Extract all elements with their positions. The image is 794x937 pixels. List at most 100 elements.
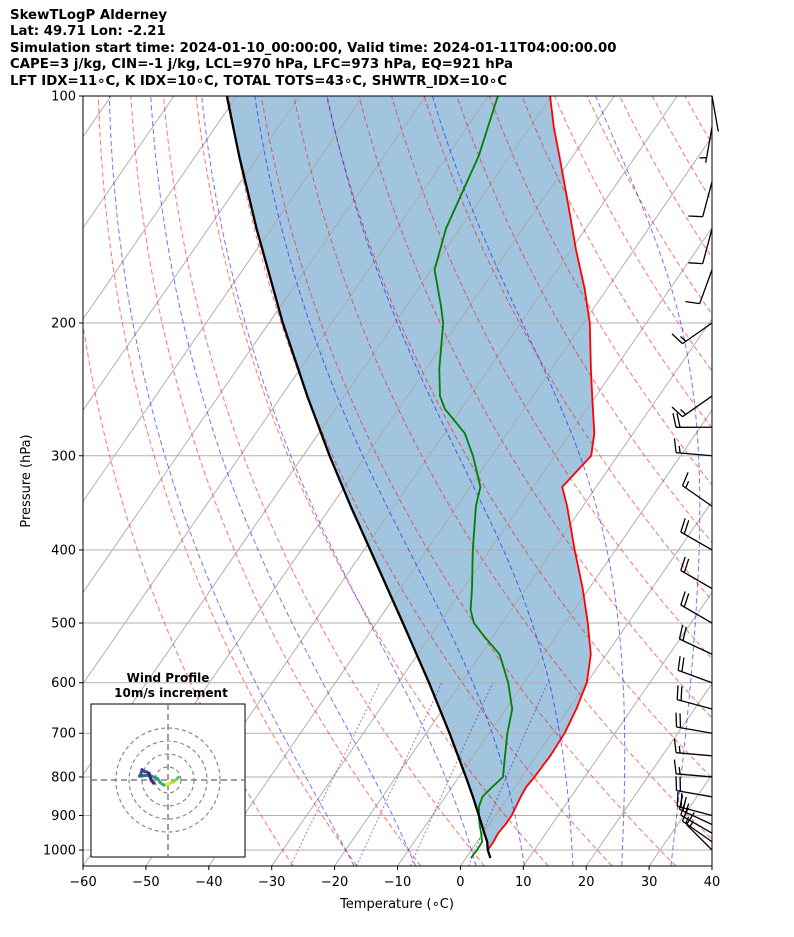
wind-barb xyxy=(676,685,713,710)
wind-barb xyxy=(680,518,713,551)
axes: −60 −50 −40 −30 −20 −10 0 10 20 30 40 1000 900 800 700… xyxy=(43,90,720,891)
wind-barb-shaft xyxy=(679,808,713,826)
wind-barb-flag xyxy=(680,686,683,701)
wind-barb-flag xyxy=(671,406,683,418)
dry-adiabat xyxy=(195,96,549,866)
wind-barb xyxy=(685,269,713,305)
dry-adiabat xyxy=(554,96,712,372)
wind-barb-half-flag xyxy=(678,445,681,454)
wind-barb xyxy=(672,413,713,428)
wind-barb-flag xyxy=(675,712,678,728)
isotherm-line xyxy=(83,96,426,594)
chart-title: SkewTLogP Alderney xyxy=(10,8,168,23)
wind-barb-shaft xyxy=(676,451,713,457)
isotherm-line xyxy=(585,682,712,866)
wind-barb-flag xyxy=(677,656,681,671)
isotherm-line xyxy=(460,500,712,866)
wind-barb-flag xyxy=(685,812,695,825)
hodograph-plot xyxy=(91,704,245,857)
isotherm-line xyxy=(83,96,489,685)
wind-barb-shaft xyxy=(702,181,713,217)
wind-barb-shaft xyxy=(680,569,713,590)
wind-barb-half-flag xyxy=(685,816,690,824)
dry-adiabat xyxy=(228,96,613,866)
wind-barb-shaft xyxy=(682,485,713,507)
chart-params-cape: CAPE=3 j/kg, CIN=-1 j/kg, LCL=970 hPa, L… xyxy=(10,57,514,73)
wind-barb-flag xyxy=(685,300,700,305)
x-axis-label: Temperature (∘C) xyxy=(339,897,454,912)
wind-barb-flag xyxy=(671,333,683,345)
mixing-ratio-line xyxy=(355,682,443,866)
wind-barb xyxy=(676,791,713,817)
wind-barb-flag xyxy=(675,776,678,791)
moist-adiabat xyxy=(595,96,701,866)
wind-barb xyxy=(688,181,713,218)
moist-adiabat xyxy=(254,96,525,866)
wind-barb-flag xyxy=(676,413,681,428)
wind-barb xyxy=(671,322,713,345)
y-tick-label: 300 xyxy=(51,449,76,464)
wind-barb-shaft xyxy=(677,669,713,684)
hodograph-segment xyxy=(149,778,156,785)
isotherm-line xyxy=(648,774,712,866)
wind-barb-flag xyxy=(678,624,684,640)
wind-barb-half-flag xyxy=(680,409,687,415)
dry-adiabat xyxy=(130,96,422,866)
wind-barb-flag xyxy=(683,803,690,818)
wind-barb-shaft xyxy=(676,726,713,734)
y-tick-label: 500 xyxy=(51,617,76,632)
wind-barb-flag xyxy=(681,657,685,672)
wind-barb-shaft xyxy=(682,322,713,345)
wind-barb-flag xyxy=(688,215,703,218)
wind-barb-shaft xyxy=(705,127,713,163)
wind-barb-shaft xyxy=(680,814,713,834)
wind-barb-shaft xyxy=(677,805,713,817)
wind-barb xyxy=(680,591,713,624)
wind-barb xyxy=(678,624,713,655)
wind-barb-half-flag xyxy=(678,745,681,754)
wind-barb-flag xyxy=(680,792,683,808)
dry-adiabat xyxy=(456,96,712,544)
wind-barb-flag xyxy=(683,558,690,573)
wind-barb-shaft xyxy=(682,820,713,843)
x-tick-label: −30 xyxy=(258,875,285,890)
x-tick-label: 40 xyxy=(704,875,721,890)
x-tick-label: 0 xyxy=(456,875,464,890)
isotherm-line xyxy=(334,318,712,866)
wind-barb-flag xyxy=(688,262,703,265)
wind-barbs xyxy=(671,95,719,851)
wind-barb-flag xyxy=(680,556,686,571)
parcel-profile xyxy=(225,96,492,859)
dry-adiabat xyxy=(651,96,712,202)
y-tick-label: 1000 xyxy=(43,844,76,859)
isotherm-line xyxy=(83,96,364,503)
chart-header: SkewTLogP Alderney Lat: 49.71 Lon: -2.21… xyxy=(10,8,617,90)
chart-params-indices: LFT IDX=11∘C, K IDX=10∘C, TOTAL TOTS=43∘… xyxy=(10,73,508,89)
dry-adiabat xyxy=(783,96,794,866)
isotherm-line xyxy=(83,96,238,320)
wind-barb-flag xyxy=(673,759,677,774)
wind-barb xyxy=(673,438,713,457)
x-tick-label: −10 xyxy=(384,875,411,890)
wind-barb-shaft xyxy=(676,789,713,798)
isotherm-line xyxy=(83,96,301,411)
isotherm-line xyxy=(83,96,175,229)
dry-adiabat xyxy=(163,96,485,866)
y-tick-label: 600 xyxy=(51,676,76,691)
wind-barb-shaft xyxy=(679,638,713,655)
mixing-ratio-line xyxy=(468,682,548,866)
moist-adiabat xyxy=(431,96,626,866)
dry-adiabat xyxy=(684,96,712,145)
isotherm-line xyxy=(522,591,712,866)
isotherm-line xyxy=(208,135,712,866)
x-tick-label: 20 xyxy=(578,875,595,890)
wind-barb-flag xyxy=(681,472,689,486)
y-axis-label: Pressure (hPa) xyxy=(19,434,34,527)
moist-adiabat xyxy=(150,96,416,866)
wind-barb xyxy=(688,228,713,265)
dry-adiabat xyxy=(325,96,712,779)
wind-barb-flag xyxy=(683,520,690,535)
wind-barb-flag xyxy=(676,685,679,700)
x-tick-label: −20 xyxy=(321,875,348,890)
chart-location: Lat: 49.71 Lon: -2.21 xyxy=(10,24,166,40)
